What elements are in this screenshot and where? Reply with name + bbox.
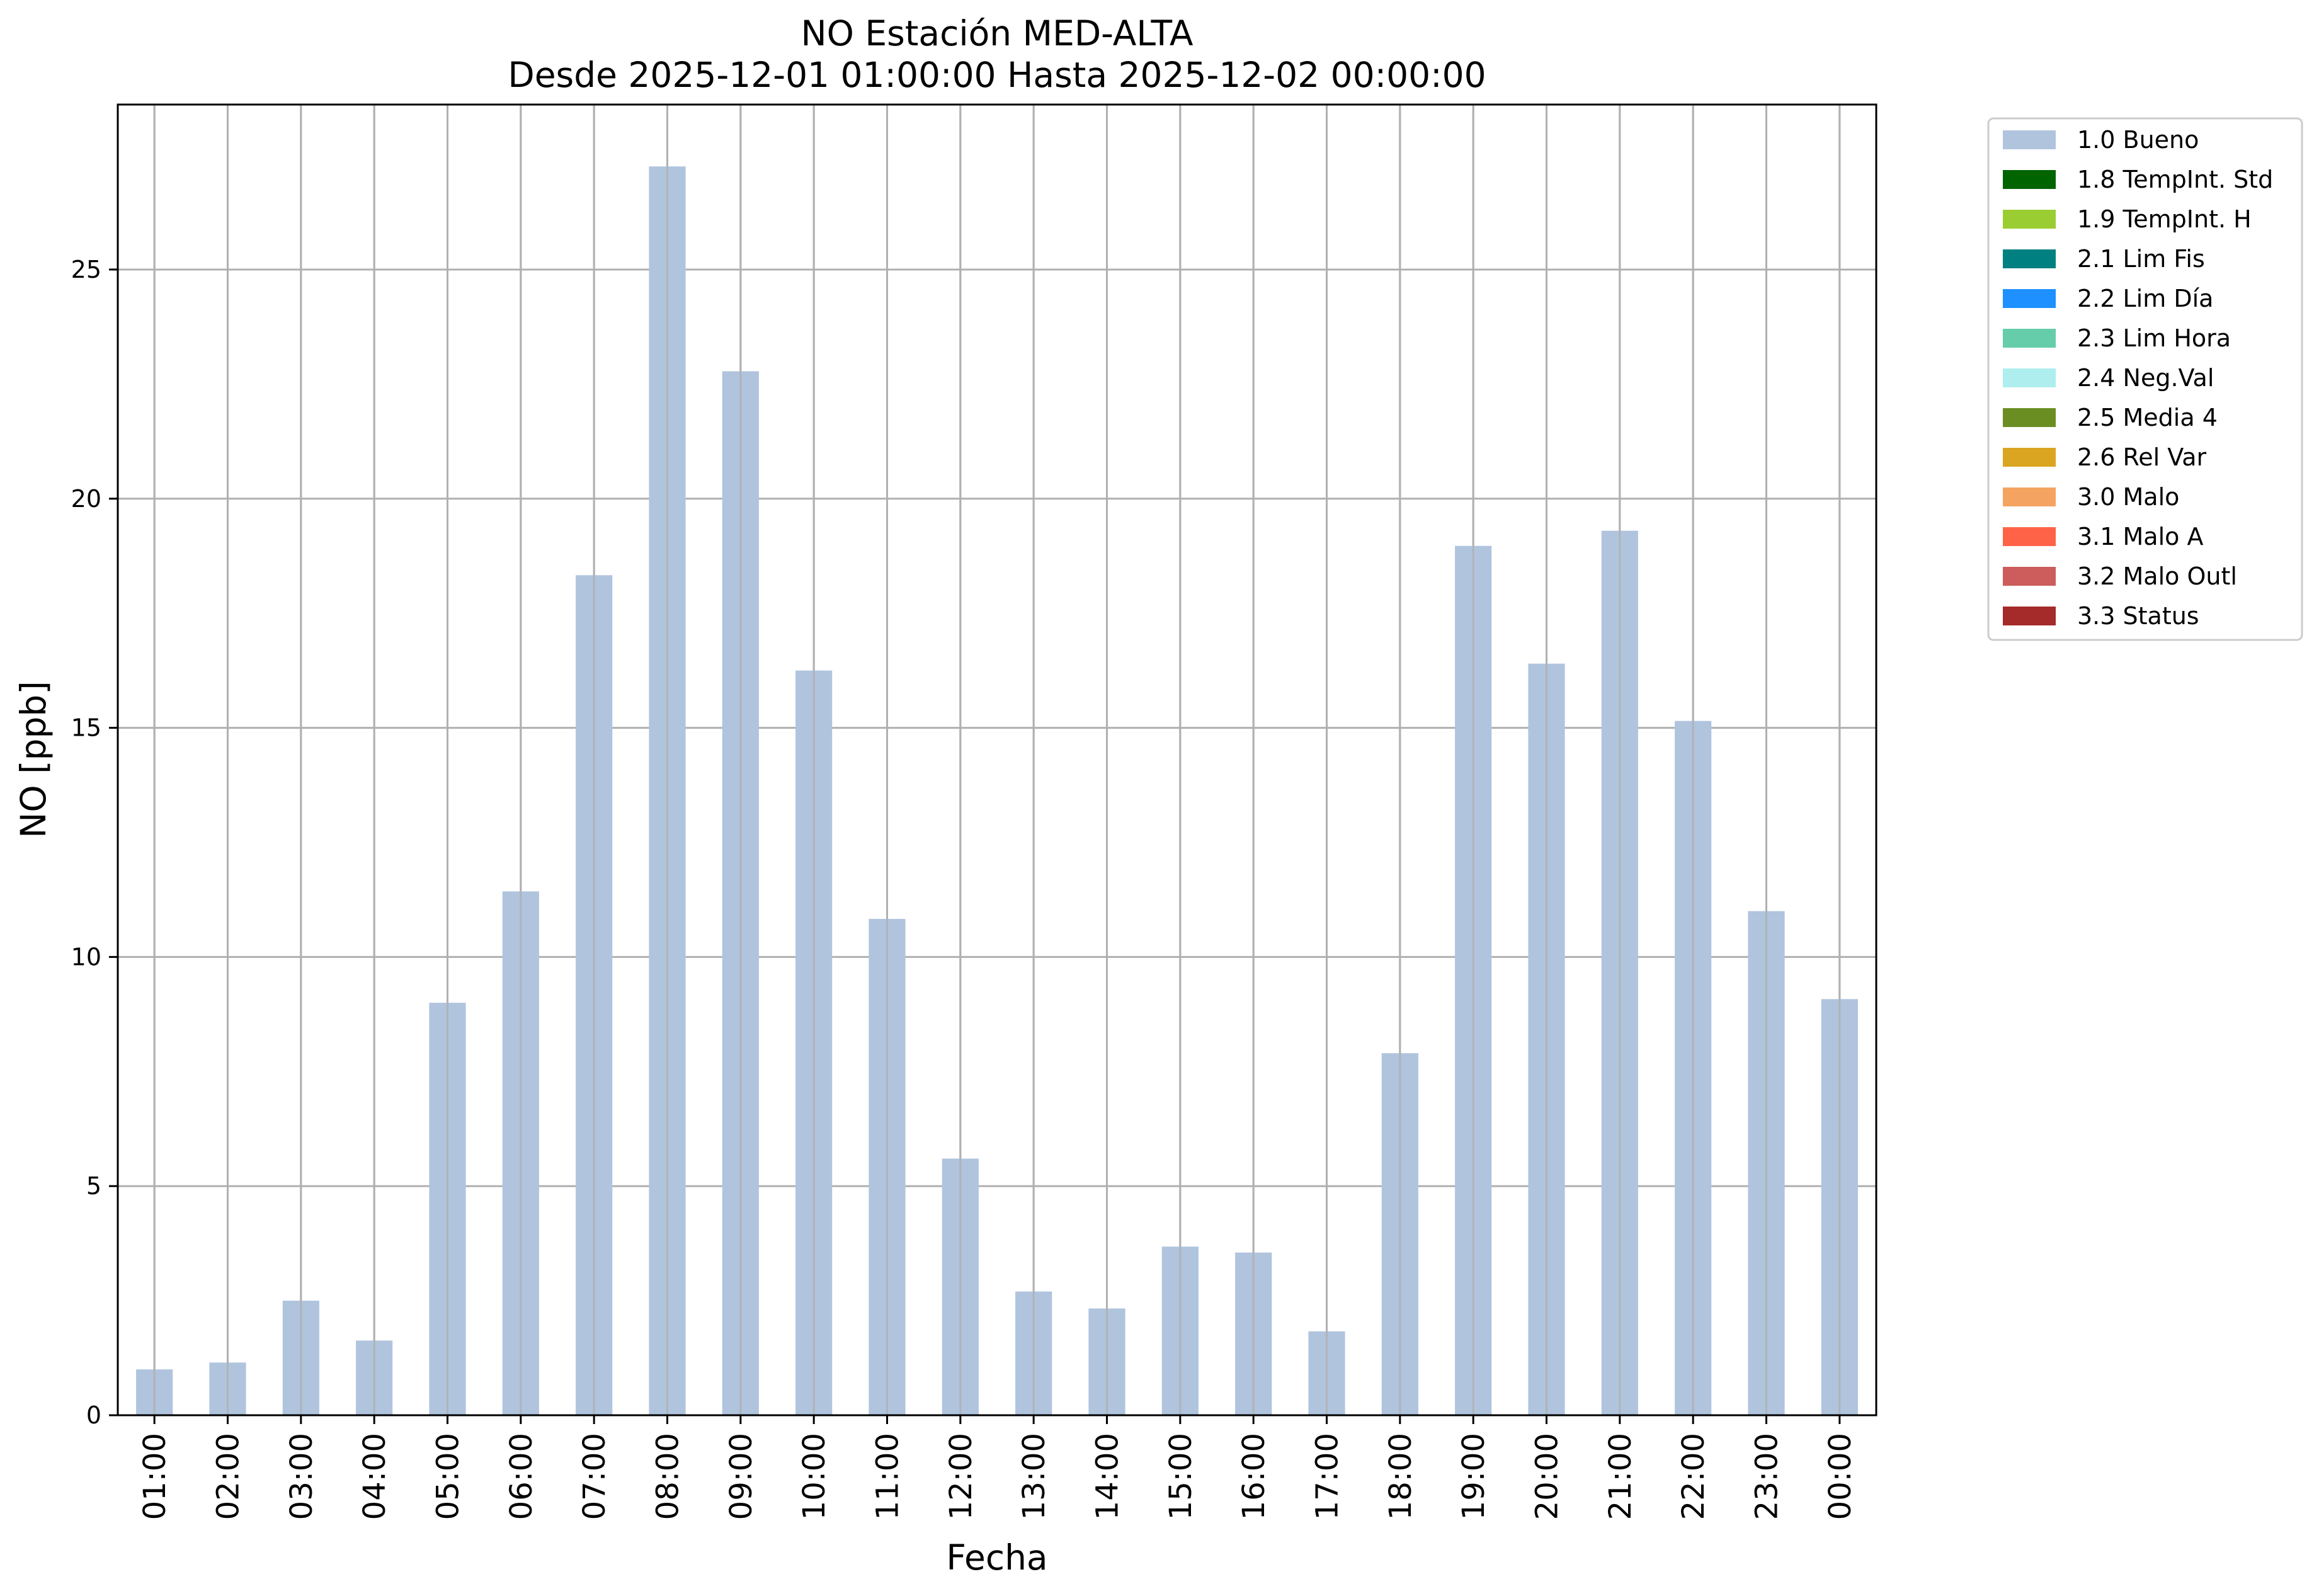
plot-frame [117,103,1877,1416]
x-tick-label: 20:00 [1530,1433,1565,1520]
legend-label: 2.2 Lim Día [2077,285,2213,312]
legend-swatch [2003,408,2056,427]
x-tick-label: 07:00 [577,1433,612,1520]
legend-label: 2.6 Rel Var [2077,443,2207,471]
legend-swatch [2003,368,2056,387]
y-tick-label: 25 [71,256,101,283]
legend-swatch [2003,567,2056,586]
x-tick-label: 17:00 [1310,1433,1345,1520]
x-tick-label: 06:00 [504,1433,539,1520]
x-axis-label: Fecha [946,1537,1047,1578]
y-tick-label: 20 [71,485,101,513]
x-tick-label: 02:00 [211,1433,246,1520]
legend-swatch [2003,249,2056,268]
x-axis-ticks: 01:00 02:00 03:00 04:00 05:00 06:00 07:00 08:00… [137,1415,1858,1520]
x-tick-label: 19:00 [1456,1433,1491,1520]
x-tick-label: 05:00 [431,1433,466,1520]
x-tick-label: 15:00 [1163,1433,1199,1520]
legend-label: 1.8 TempInt. Std [2077,166,2273,193]
legend: 1.0 Bueno 1.8 TempInt. Std 1.9 TempInt. H 2… [1987,117,2303,641]
x-tick-label: 13:00 [1017,1433,1052,1520]
x-tick-label: 21:00 [1603,1433,1638,1520]
chart-title: NO Estación MED-ALTA [801,13,1194,54]
legend-swatch [2003,527,2056,546]
legend-swatch [2003,210,2056,229]
legend-label: 2.1 Lim Fis [2077,245,2205,273]
legend-label: 3.2 Malo Outl [2077,562,2237,590]
legend-label: 1.0 Bueno [2077,126,2199,154]
legend-swatch [2003,487,2056,506]
y-tick-label: 15 [71,714,101,742]
legend-frame [1987,117,2303,641]
x-tick-label: 11:00 [870,1433,906,1520]
x-tick-label: 03:00 [284,1433,319,1520]
legend-label: 2.4 Neg.Val [2077,364,2214,392]
x-tick-label: 14:00 [1090,1433,1125,1520]
x-tick-label: 04:00 [357,1433,392,1520]
x-tick-label: 00:00 [1823,1433,1858,1520]
legend-swatch [2003,448,2056,467]
legend-label: 2.5 Media 4 [2077,404,2218,431]
legend-swatch [2003,607,2056,625]
x-tick-label: 12:00 [943,1433,979,1520]
legend-label: 3.3 Status [2077,602,2199,630]
legend-swatch [2003,329,2056,348]
legend-swatch [2003,130,2056,149]
legend-label: 3.0 Malo [2077,483,2179,511]
bars [136,105,1858,1416]
y-tick-label: 5 [86,1172,101,1200]
x-tick-label: 10:00 [797,1433,832,1520]
legend-swatch [2003,289,2056,308]
x-tick-label: 16:00 [1236,1433,1272,1520]
x-tick-label: 23:00 [1750,1433,1785,1520]
chart-subtitle: Desde 2025-12-01 01:00:00 Hasta 2025-12-… [508,55,1486,95]
x-tick-label: 01:00 [137,1433,173,1520]
legend-label: 2.3 Lim Hora [2077,324,2231,352]
y-tick-label: 10 [71,943,101,971]
x-tick-label: 09:00 [724,1433,759,1520]
legend-label: 1.9 TempInt. H [2077,205,2252,233]
y-axis-ticks: 0 5 10 15 20 25 [71,256,118,1429]
y-axis-label: NO [ppb] [13,681,54,838]
legend-swatch [2003,170,2056,189]
x-tick-label: 08:00 [651,1433,686,1520]
y-tick-label: 0 [86,1401,101,1429]
legend-label: 3.1 Malo A [2077,523,2203,550]
plot-area [118,105,1876,1415]
x-tick-label: 22:00 [1676,1433,1711,1520]
x-tick-label: 18:00 [1383,1433,1418,1520]
